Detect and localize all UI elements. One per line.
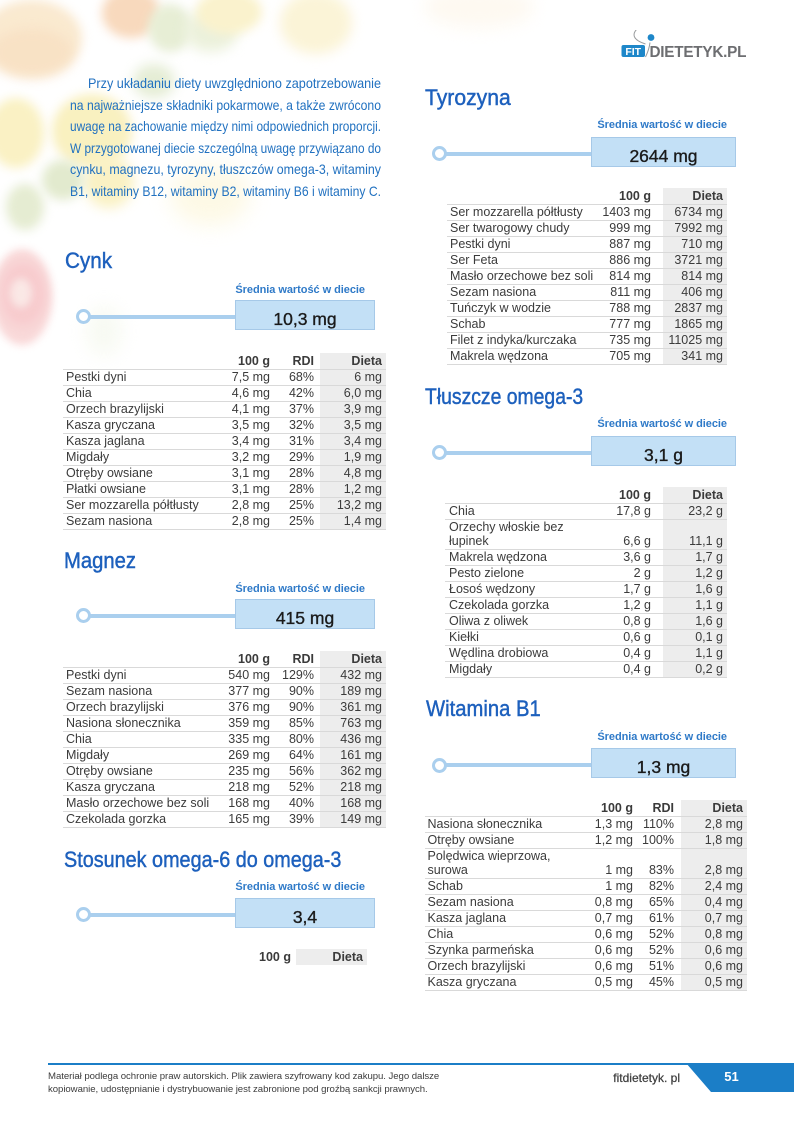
svg-text:FIT: FIT [625, 46, 641, 58]
svg-text:DIETETYK.PL: DIETETYK.PL [650, 44, 747, 60]
